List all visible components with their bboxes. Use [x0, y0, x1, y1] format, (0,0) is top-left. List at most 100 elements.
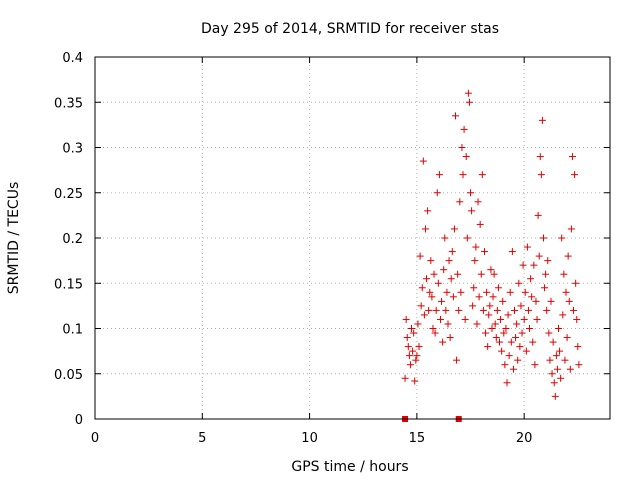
data-point	[456, 198, 464, 206]
data-point	[480, 248, 488, 256]
data-point	[441, 234, 449, 242]
data-point	[431, 329, 439, 337]
data-point	[523, 243, 531, 251]
data-point	[472, 243, 480, 251]
data-point	[469, 302, 477, 310]
data-point	[414, 320, 422, 328]
data-point	[506, 288, 514, 296]
data-point	[528, 293, 536, 301]
data-point	[475, 293, 483, 301]
data-point	[534, 211, 542, 219]
x-axis-title: GPS time / hours	[291, 459, 408, 475]
y-tick-label: 0.15	[54, 277, 83, 292]
data-point	[428, 293, 436, 301]
data-point	[426, 288, 434, 296]
data-point	[498, 347, 506, 355]
data-point	[495, 338, 503, 346]
axis-layer: 0 0.05 0.1 0.15 0.2 0.25 0.3 0.35 0.4 0 5 10 15 20	[54, 51, 610, 446]
data-point	[500, 329, 508, 337]
data-point	[449, 293, 457, 301]
data-point	[432, 306, 440, 314]
data-point	[487, 266, 495, 274]
data-point	[572, 279, 580, 287]
data-point	[543, 306, 551, 314]
data-point	[574, 343, 582, 351]
data-point	[462, 153, 470, 161]
data-point	[423, 275, 431, 283]
data-point	[521, 288, 529, 296]
data-point	[404, 343, 412, 351]
data-point	[558, 234, 566, 242]
y-tick-label: 0.35	[54, 96, 83, 111]
data-point	[464, 89, 472, 97]
y-axis-title: SRMTID / TECUs	[6, 182, 22, 295]
data-point	[562, 288, 570, 296]
data-point	[499, 297, 507, 305]
data-point	[452, 112, 459, 120]
data-point	[516, 343, 524, 351]
data-point	[458, 144, 466, 151]
data-point	[430, 270, 438, 278]
data-point	[476, 220, 484, 228]
data-point	[427, 257, 435, 265]
data-point	[539, 234, 547, 242]
plot-frame	[94, 56, 611, 420]
data-point	[512, 334, 520, 342]
data-point	[416, 252, 424, 260]
data-point	[436, 315, 444, 323]
data-point	[502, 325, 510, 332]
data-point	[438, 297, 446, 305]
data-point	[429, 325, 437, 332]
data-point	[556, 347, 564, 355]
data-point	[489, 293, 497, 301]
data-point	[507, 338, 515, 346]
data-point	[509, 365, 517, 373]
y-tick-label: 0.05	[54, 368, 83, 383]
data-point	[573, 315, 581, 323]
data-point	[547, 297, 555, 305]
data-point	[535, 252, 543, 260]
data-point	[532, 297, 540, 305]
data-point	[504, 311, 512, 319]
data-point	[484, 343, 492, 351]
data-point	[418, 284, 426, 292]
data-point	[460, 125, 468, 133]
data-point	[550, 379, 558, 387]
data-point	[503, 379, 511, 387]
data-point	[514, 356, 522, 364]
data-point	[511, 306, 519, 314]
data-point	[538, 116, 546, 124]
y-tick-label: 0.2	[62, 232, 83, 247]
data-point	[552, 352, 560, 360]
data-point	[446, 334, 454, 342]
data-point	[448, 248, 456, 256]
data-point	[482, 329, 490, 337]
data-point	[549, 338, 557, 346]
data-point	[479, 306, 487, 314]
data-point	[440, 266, 448, 274]
data-point	[494, 284, 502, 292]
data-point	[410, 329, 418, 337]
data-point	[461, 315, 469, 323]
data-point	[467, 189, 475, 197]
data-point	[541, 284, 549, 292]
data-point	[485, 311, 493, 319]
data-point	[471, 257, 479, 265]
data-point	[419, 157, 427, 165]
data-point	[420, 311, 428, 319]
data-point	[409, 347, 417, 355]
data-point	[497, 315, 505, 323]
data-point	[457, 288, 465, 296]
data-point	[501, 361, 509, 369]
data-point	[561, 356, 569, 364]
data-point	[415, 343, 423, 351]
x-tick-label: 0	[91, 431, 99, 446]
data-point	[454, 270, 462, 278]
data-point	[568, 153, 576, 161]
data-point	[519, 261, 527, 269]
data-point	[505, 352, 513, 360]
data-point	[529, 338, 537, 346]
data-point	[433, 189, 441, 197]
data-point	[559, 311, 567, 319]
data-point	[575, 361, 583, 369]
